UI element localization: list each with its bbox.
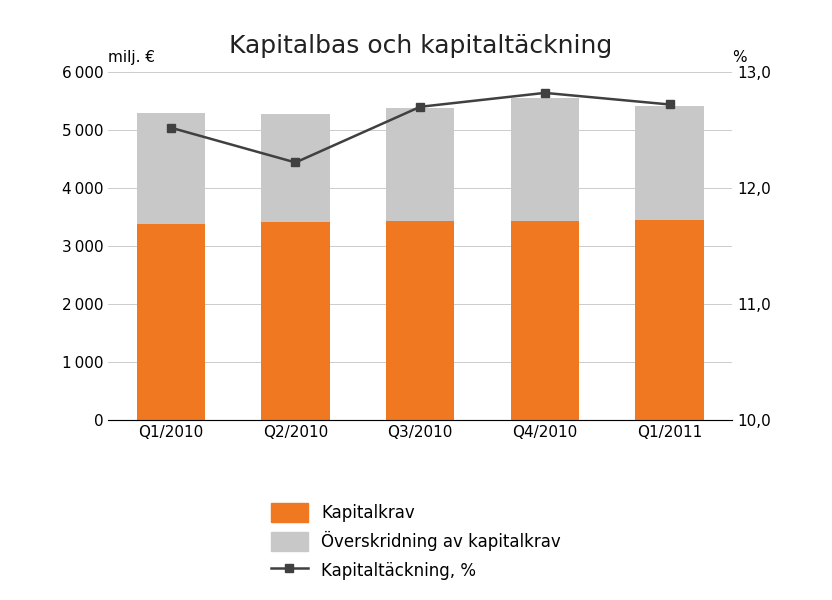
Bar: [635, 106, 704, 220]
Text: %: %: [732, 50, 747, 65]
Bar: [386, 221, 454, 420]
Bar: [386, 108, 454, 221]
Bar: [511, 98, 579, 221]
Title: Kapitalbas och kapitaltäckning: Kapitalbas och kapitaltäckning: [229, 34, 612, 58]
Bar: [261, 115, 329, 221]
Text: milj. €: milj. €: [108, 50, 155, 65]
Bar: [511, 221, 579, 420]
Legend: Kapitalkrav, Överskridning av kapitalkrav, Kapitaltäckning, %: Kapitalkrav, Överskridning av kapitalkra…: [271, 503, 561, 580]
Bar: [136, 224, 206, 420]
Bar: [635, 220, 704, 420]
Bar: [136, 113, 206, 224]
Bar: [261, 221, 329, 420]
